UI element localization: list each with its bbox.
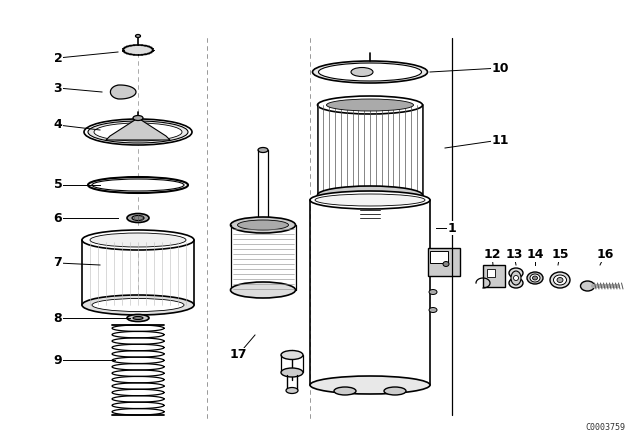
- Ellipse shape: [580, 281, 595, 291]
- Ellipse shape: [315, 194, 425, 206]
- Ellipse shape: [317, 186, 422, 204]
- Ellipse shape: [384, 387, 406, 395]
- Ellipse shape: [92, 298, 184, 311]
- Text: 3: 3: [54, 82, 62, 95]
- Ellipse shape: [133, 116, 143, 121]
- Ellipse shape: [258, 147, 268, 152]
- Ellipse shape: [84, 119, 192, 145]
- Ellipse shape: [90, 233, 186, 247]
- Text: 17: 17: [229, 349, 247, 362]
- Ellipse shape: [532, 276, 538, 280]
- Bar: [483, 265, 505, 287]
- Text: 14: 14: [526, 249, 544, 262]
- Ellipse shape: [319, 63, 422, 81]
- Text: 4: 4: [54, 119, 62, 132]
- Ellipse shape: [511, 271, 521, 285]
- Ellipse shape: [82, 230, 194, 250]
- Polygon shape: [106, 118, 170, 140]
- Bar: [428, 248, 460, 276]
- Ellipse shape: [351, 68, 373, 77]
- Ellipse shape: [310, 191, 430, 209]
- Text: 13: 13: [506, 249, 523, 262]
- Text: 8: 8: [54, 311, 62, 324]
- Ellipse shape: [326, 99, 413, 111]
- Ellipse shape: [554, 275, 566, 285]
- Text: 6: 6: [54, 211, 62, 224]
- Ellipse shape: [230, 282, 296, 298]
- Ellipse shape: [509, 268, 523, 278]
- Ellipse shape: [123, 45, 153, 55]
- Polygon shape: [111, 85, 136, 99]
- Text: 2: 2: [54, 52, 62, 65]
- Ellipse shape: [88, 121, 188, 143]
- Ellipse shape: [429, 289, 437, 294]
- Text: 10: 10: [492, 61, 509, 74]
- Ellipse shape: [237, 220, 289, 230]
- Text: 9: 9: [54, 353, 62, 366]
- Text: 1: 1: [447, 221, 456, 234]
- Ellipse shape: [88, 177, 188, 193]
- Ellipse shape: [136, 34, 141, 38]
- Text: 15: 15: [551, 249, 569, 262]
- Text: 7: 7: [54, 257, 62, 270]
- Ellipse shape: [557, 277, 563, 283]
- Ellipse shape: [310, 376, 430, 394]
- Bar: [487, 269, 495, 277]
- Ellipse shape: [443, 262, 449, 267]
- Bar: [430, 251, 448, 263]
- Ellipse shape: [334, 387, 356, 395]
- Ellipse shape: [286, 388, 298, 393]
- Ellipse shape: [312, 61, 428, 83]
- Ellipse shape: [429, 307, 437, 313]
- Ellipse shape: [513, 276, 518, 280]
- Ellipse shape: [82, 295, 194, 315]
- Ellipse shape: [317, 96, 422, 114]
- Ellipse shape: [550, 272, 570, 288]
- Ellipse shape: [509, 278, 523, 288]
- Ellipse shape: [127, 214, 149, 223]
- Ellipse shape: [132, 215, 144, 220]
- Ellipse shape: [133, 316, 143, 319]
- Text: 5: 5: [54, 178, 62, 191]
- Ellipse shape: [127, 314, 149, 322]
- Ellipse shape: [527, 272, 543, 284]
- Ellipse shape: [92, 179, 184, 191]
- Text: 12: 12: [483, 249, 500, 262]
- Ellipse shape: [230, 217, 296, 233]
- Ellipse shape: [94, 123, 182, 141]
- Text: C0003759: C0003759: [585, 423, 625, 432]
- Text: 11: 11: [492, 134, 509, 146]
- Ellipse shape: [530, 274, 540, 282]
- Text: 16: 16: [596, 249, 614, 262]
- Ellipse shape: [281, 350, 303, 359]
- Ellipse shape: [281, 368, 303, 377]
